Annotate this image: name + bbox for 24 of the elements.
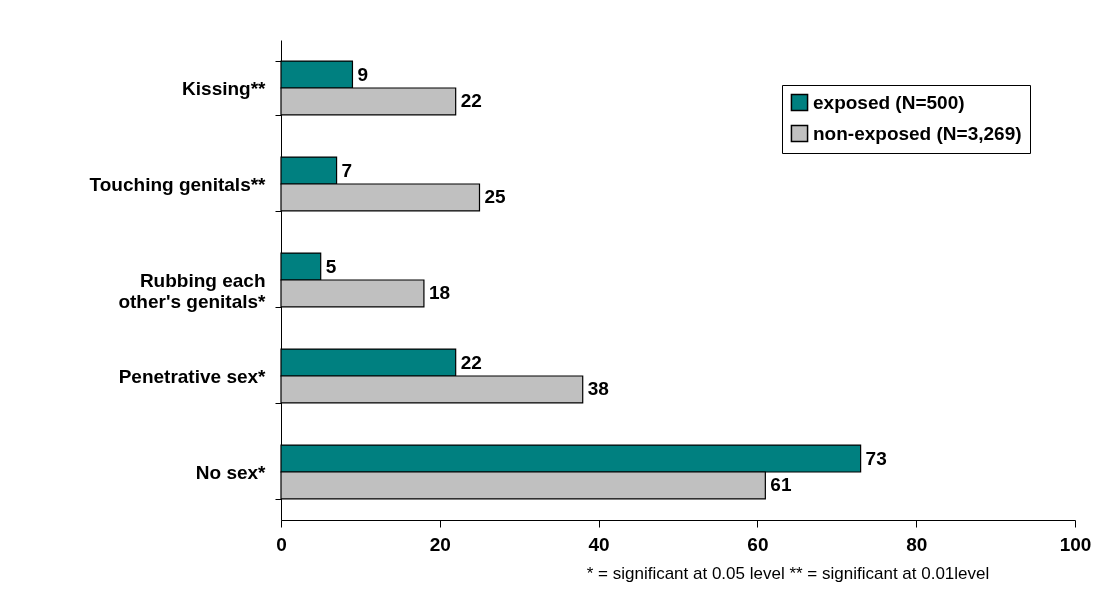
x-tick-label: 80 (906, 533, 928, 555)
data-label: 7 (341, 159, 353, 181)
legend-label: non-exposed (N=3,269) (813, 122, 1022, 144)
y-tick-label: Touching genitals** (89, 173, 267, 195)
data-label: 18 (428, 282, 451, 304)
data-label: 22 (460, 90, 482, 112)
data-label: 9 (357, 63, 369, 85)
x-tick-label: 60 (747, 533, 769, 555)
data-label: 5 (325, 255, 337, 277)
y-tick-label: No sex* (195, 461, 267, 483)
data-label: 73 (865, 447, 887, 469)
y-tick-label: Rubbing each other's genitals* (118, 269, 267, 312)
legend-label: exposed (N=500) (813, 91, 965, 113)
x-tick-label: 100 (1059, 533, 1092, 555)
data-label: 38 (587, 378, 609, 400)
y-tick-label: Penetrative sex* (118, 365, 267, 387)
data-label: 22 (460, 351, 482, 373)
x-tick-label: 0 (276, 533, 287, 555)
x-tick-label: 40 (588, 533, 610, 555)
x-tick-label: 20 (429, 533, 451, 555)
data-label: 61 (770, 474, 792, 496)
text: * = significant at 0.05 level ** = significant at 0.01level (586, 564, 990, 583)
y-tick-label: Kissing** (182, 77, 267, 99)
data-label: 25 (484, 186, 507, 208)
